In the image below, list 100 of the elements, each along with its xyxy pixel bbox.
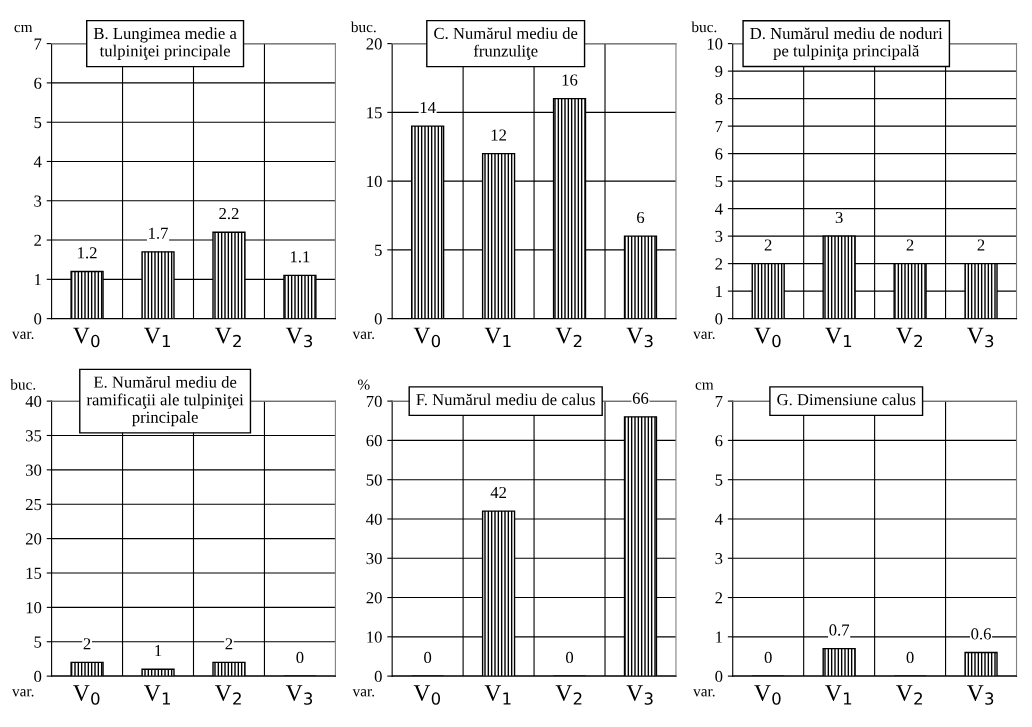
x-tick-label: V$_{1}$ xyxy=(825,685,852,705)
data-label: 1 xyxy=(155,645,162,657)
y-tick-label: 0 xyxy=(34,670,42,683)
y-tick-label: 30 xyxy=(366,552,382,565)
y-tick-label: 0 xyxy=(374,313,382,325)
y-tick-label: 6 xyxy=(34,77,42,89)
x-tick-label: V$_{0}$ xyxy=(73,327,100,348)
data-label: 0.7 xyxy=(829,624,850,636)
data-label: 2 xyxy=(225,638,233,650)
x-tick-label: V$_{3}$ xyxy=(626,685,653,705)
y-tick-label: 4 xyxy=(714,203,723,215)
y-tick-label: 60 xyxy=(366,435,382,447)
x-tick-label: V$_{2}$ xyxy=(214,327,241,348)
y-tick-label: 1 xyxy=(716,631,722,643)
y-tick-label: 6 xyxy=(715,435,723,447)
y-tick-label: 5 xyxy=(34,636,42,648)
y-axis-title: % xyxy=(357,379,370,390)
x-tick-label: V$_{0}$ xyxy=(754,327,781,348)
data-label: 0 xyxy=(566,651,574,664)
x-tick-label: V$_{3}$ xyxy=(967,685,994,705)
data-label: 6 xyxy=(637,211,645,224)
y-tick-label: 15 xyxy=(367,107,382,119)
y-tick-label: 50 xyxy=(366,474,382,486)
x-tick-label: V$_{2}$ xyxy=(896,327,922,348)
data-label: 3 xyxy=(835,211,843,224)
y-tick-label: 2 xyxy=(34,234,41,246)
y-tick-label: 20 xyxy=(366,592,382,604)
y-tick-label: 0 xyxy=(34,313,42,325)
data-label: 2 xyxy=(764,239,772,251)
y-tick-label: 5 xyxy=(715,175,723,188)
x-tick-label: V$_{1}$ xyxy=(144,685,171,705)
y-tick-label: 3 xyxy=(715,230,723,243)
x-tick-label: V$_{0}$ xyxy=(754,685,781,705)
y-tick-label: 6 xyxy=(715,148,723,160)
y-tick-label: 15 xyxy=(26,567,42,579)
data-label: 1.1 xyxy=(290,251,310,263)
data-label: 14 xyxy=(420,101,436,113)
chart-title: C. Numărul mediu de frunzuliţe xyxy=(434,27,578,60)
x-tick-label: V$_{1}$ xyxy=(484,327,511,348)
y-tick-label: 0 xyxy=(715,313,723,325)
data-label: 2 xyxy=(977,239,985,251)
x-tick-label: V$_{1}$ xyxy=(484,685,511,705)
text: var. xyxy=(352,331,375,340)
y-tick-label: 8 xyxy=(715,93,723,105)
x-tick-label: V$_{2}$ xyxy=(555,685,582,705)
y-axis-title: buc. xyxy=(691,21,717,33)
text: var. xyxy=(352,689,375,697)
y-tick-label: 7 xyxy=(715,120,723,132)
y-tick-label: 5 xyxy=(715,474,723,486)
data-label: 0 xyxy=(296,651,304,664)
data-label: 42 xyxy=(490,486,506,498)
y-tick-label: 0 xyxy=(374,670,382,683)
x-tick-label: V$_{2}$ xyxy=(555,327,582,348)
y-tick-label: 40 xyxy=(25,395,42,408)
chart-title: G. Dimensiune calus xyxy=(777,393,916,406)
data-label: 0 xyxy=(906,651,914,664)
chart-title: F. Numărul mediu de calus xyxy=(416,393,595,406)
y-axis-title: cm xyxy=(14,24,33,33)
chart-title: B. Lungimea medie a tulpiniţei principale xyxy=(93,27,237,60)
x-tick-label: V$_{2}$ xyxy=(214,685,241,705)
y-tick-label: 9 xyxy=(715,65,723,78)
y-tick-label: 5 xyxy=(375,244,382,256)
x-tick-label: V$_{3}$ xyxy=(967,327,994,348)
chart-title: E. Numărul mediu de ramificaţii ale tulpiniţei principale xyxy=(86,376,244,427)
y-tick-label: 4 xyxy=(33,156,42,168)
data-label: 1.7 xyxy=(149,227,168,239)
data-label: 2 xyxy=(906,239,914,251)
y-tick-label: 20 xyxy=(25,533,42,545)
text: var. xyxy=(11,331,34,340)
data-label: 2 xyxy=(83,638,91,650)
y-tick-label: 10 xyxy=(367,631,382,643)
data-label: 66 xyxy=(632,392,649,404)
x-tick-label: V$_{3}$ xyxy=(285,327,313,348)
x-tick-label: V$_{1}$ xyxy=(144,327,171,348)
text: var. xyxy=(11,689,34,697)
y-axis-title: cm xyxy=(695,382,714,390)
y-tick-label: 5 xyxy=(34,117,42,129)
y-tick-label: 30 xyxy=(26,464,42,476)
data-label: 2.2 xyxy=(219,207,239,220)
x-tick-label: V$_{0}$ xyxy=(413,327,441,348)
y-axis-title: buc. xyxy=(350,21,376,33)
y-tick-label: 1 xyxy=(35,274,41,286)
data-label: 0 xyxy=(764,651,772,664)
y-tick-label: 20 xyxy=(366,38,382,50)
x-tick-label: V$_{0}$ xyxy=(73,685,100,705)
data-label: 0.6 xyxy=(971,628,991,640)
text: var. xyxy=(693,331,715,340)
y-tick-label: 70 xyxy=(366,395,382,408)
x-tick-label: V$_{3}$ xyxy=(626,327,653,348)
chart-title: D. Numărul mediu de noduri pe tulpiniţa principală xyxy=(750,27,943,60)
x-tick-label: V$_{2}$ xyxy=(896,685,922,705)
y-tick-label: 2 xyxy=(715,592,723,604)
x-tick-label: V$_{3}$ xyxy=(285,685,313,705)
x-tick-label: V$_{1}$ xyxy=(825,327,852,348)
y-tick-label: 10 xyxy=(367,175,382,188)
y-tick-label: 25 xyxy=(25,498,42,511)
y-tick-label: 7 xyxy=(715,395,723,407)
y-tick-label: 0 xyxy=(715,670,723,683)
y-tick-label: 2 xyxy=(715,258,723,270)
y-tick-label: 1 xyxy=(716,285,722,297)
